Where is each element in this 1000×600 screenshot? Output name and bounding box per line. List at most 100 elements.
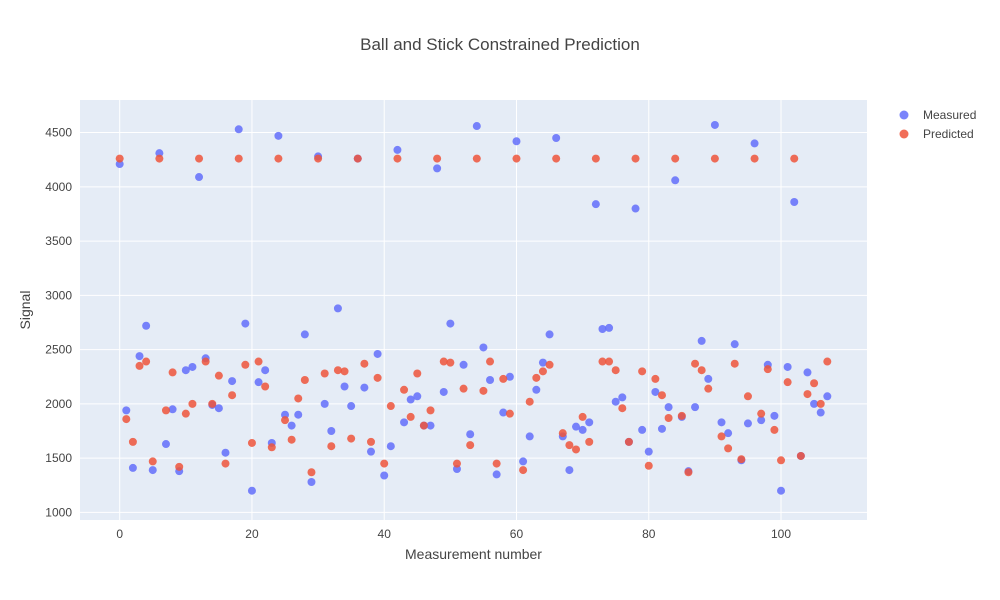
legend-label-measured[interactable]: Measured bbox=[923, 108, 976, 122]
predicted-point bbox=[697, 366, 706, 375]
measured-point bbox=[783, 362, 792, 371]
predicted-point bbox=[730, 359, 739, 368]
measured-point bbox=[247, 486, 256, 495]
predicted-point bbox=[651, 374, 660, 383]
measured-point bbox=[360, 383, 369, 392]
predicted-point bbox=[452, 459, 461, 468]
x-axis-title: Measurement number bbox=[405, 546, 542, 562]
measured-point bbox=[254, 378, 263, 387]
predicted-point bbox=[552, 154, 561, 163]
measured-point bbox=[657, 424, 666, 433]
legend-marker-measured bbox=[899, 110, 909, 120]
predicted-point bbox=[419, 421, 428, 430]
predicted-point bbox=[585, 437, 594, 446]
predicted-point bbox=[770, 425, 779, 434]
measured-point bbox=[406, 395, 415, 404]
measured-point bbox=[135, 352, 144, 361]
predicted-point bbox=[591, 154, 600, 163]
predicted-point bbox=[486, 357, 495, 366]
measured-point bbox=[287, 421, 296, 430]
predicted-point bbox=[631, 154, 640, 163]
predicted-point bbox=[168, 368, 177, 377]
predicted-point bbox=[161, 406, 170, 415]
measured-point bbox=[413, 392, 422, 401]
x-tick-label: 80 bbox=[642, 527, 656, 541]
predicted-point bbox=[538, 367, 547, 376]
measured-point bbox=[816, 408, 825, 417]
predicted-point bbox=[340, 367, 349, 376]
measured-point bbox=[638, 425, 647, 434]
predicted-point bbox=[327, 442, 336, 451]
predicted-point bbox=[274, 154, 283, 163]
measured-point bbox=[433, 164, 442, 173]
measured-point bbox=[618, 393, 627, 402]
predicted-point bbox=[195, 154, 204, 163]
measured-point bbox=[148, 466, 157, 475]
predicted-point bbox=[188, 399, 197, 408]
predicted-point bbox=[783, 378, 792, 387]
predicted-point bbox=[816, 399, 825, 408]
measured-point bbox=[525, 432, 534, 441]
predicted-point bbox=[558, 429, 567, 438]
predicted-point bbox=[737, 455, 746, 464]
predicted-point bbox=[525, 397, 534, 406]
measured-point bbox=[724, 429, 733, 438]
measured-point bbox=[591, 200, 600, 209]
measured-point bbox=[598, 324, 607, 333]
measured-point bbox=[743, 419, 752, 428]
measured-point bbox=[499, 408, 508, 417]
measured-point bbox=[214, 404, 223, 413]
measured-point bbox=[327, 427, 336, 436]
measured-point bbox=[697, 336, 706, 345]
predicted-point bbox=[750, 154, 759, 163]
predicted-point bbox=[294, 394, 303, 403]
measured-point bbox=[228, 377, 237, 386]
predicted-point bbox=[261, 382, 270, 391]
measured-point bbox=[274, 131, 283, 140]
measured-point bbox=[552, 133, 561, 142]
measured-point bbox=[261, 366, 270, 375]
predicted-point bbox=[823, 357, 832, 366]
measured-point bbox=[757, 416, 766, 425]
measured-point bbox=[294, 410, 303, 419]
measured-point bbox=[710, 120, 719, 129]
measured-point bbox=[545, 330, 554, 339]
predicted-point bbox=[664, 413, 673, 422]
y-tick-labels: 1000 1500 2000 2500 3000 3500 4000 4500 bbox=[45, 126, 72, 520]
x-tick-label: 40 bbox=[378, 527, 392, 541]
measured-point bbox=[664, 403, 673, 412]
measured-point bbox=[181, 366, 190, 375]
predicted-point bbox=[803, 390, 812, 399]
predicted-point bbox=[228, 391, 237, 400]
predicted-point bbox=[796, 451, 805, 460]
measured-point bbox=[519, 457, 528, 466]
predicted-point bbox=[360, 359, 369, 368]
predicted-point bbox=[572, 445, 581, 454]
predicted-point bbox=[241, 360, 250, 369]
legend-label-predicted[interactable]: Predicted bbox=[923, 127, 974, 141]
predicted-point bbox=[148, 457, 157, 466]
measured-point bbox=[373, 349, 382, 358]
predicted-point bbox=[684, 468, 693, 477]
measured-point bbox=[128, 463, 137, 472]
predicted-point bbox=[466, 441, 475, 450]
predicted-point bbox=[406, 412, 415, 421]
predicted-point bbox=[287, 435, 296, 444]
measured-point bbox=[161, 440, 170, 449]
y-tick-label: 4500 bbox=[45, 126, 72, 140]
predicted-point bbox=[532, 373, 541, 382]
measured-point bbox=[142, 321, 151, 330]
predicted-point bbox=[446, 358, 455, 367]
measured-point bbox=[691, 403, 700, 412]
measured-point bbox=[472, 122, 481, 131]
x-tick-label: 20 bbox=[245, 527, 259, 541]
predicted-point bbox=[347, 434, 356, 443]
predicted-point bbox=[214, 371, 223, 380]
predicted-point bbox=[221, 459, 230, 468]
predicted-point bbox=[128, 437, 137, 446]
y-tick-label: 4000 bbox=[45, 180, 72, 194]
measured-point bbox=[565, 466, 574, 475]
measured-point bbox=[605, 323, 614, 332]
predicted-point bbox=[439, 357, 448, 366]
measured-point bbox=[704, 374, 713, 383]
